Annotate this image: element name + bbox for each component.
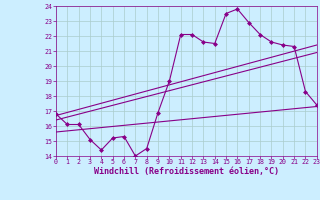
- X-axis label: Windchill (Refroidissement éolien,°C): Windchill (Refroidissement éolien,°C): [94, 167, 279, 176]
